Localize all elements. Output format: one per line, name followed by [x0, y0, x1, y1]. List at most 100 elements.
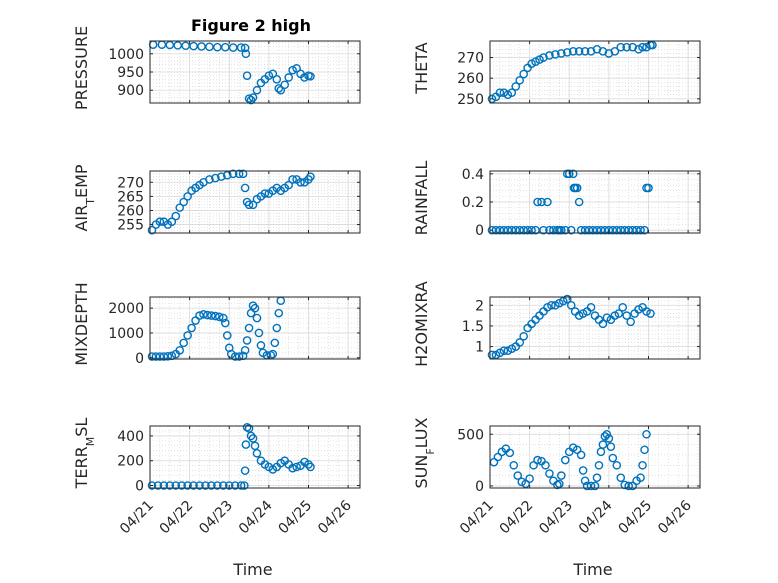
y-tick-label: 0.4: [462, 167, 484, 183]
data-point: [527, 225, 536, 235]
data-point: [306, 172, 315, 181]
data-point: [306, 462, 315, 472]
data-point: [622, 311, 631, 320]
data-point: [596, 225, 606, 235]
data-point: [618, 303, 628, 312]
data-point: [533, 455, 542, 465]
data-point: [284, 73, 293, 82]
data-point: [300, 73, 309, 82]
axes-frame: [489, 40, 701, 104]
y-tick-label: 255: [117, 218, 144, 234]
data-point: [551, 50, 560, 59]
data-point: [509, 460, 519, 470]
data-point: [203, 310, 212, 320]
data-point: [234, 169, 244, 179]
data-point: [205, 175, 214, 184]
data-point: [616, 473, 626, 482]
data-point: [545, 225, 554, 235]
data-point: [240, 466, 250, 475]
data-point: [177, 481, 186, 490]
data-point: [584, 225, 594, 235]
data-point: [612, 225, 622, 235]
y-tick-label: 0.2: [462, 195, 484, 211]
data-point: [252, 313, 262, 323]
data-point: [608, 453, 618, 463]
data-point: [173, 41, 183, 50]
data-point: [272, 323, 282, 333]
data-point: [564, 169, 574, 179]
y-axis-label: RAINFALL: [412, 161, 431, 236]
data-point: [572, 183, 582, 193]
data-point: [228, 43, 238, 52]
data-point: [159, 481, 169, 490]
data-point: [270, 338, 280, 348]
y-axis-label: TERRMSL: [72, 418, 97, 490]
data-point: [511, 82, 521, 91]
y-axis-label: PRESSURE: [72, 26, 91, 110]
data-point: [207, 481, 216, 490]
y-tick-label: 900: [117, 83, 144, 99]
data-point: [183, 192, 192, 201]
data-point: [268, 69, 278, 79]
data-point: [183, 481, 192, 490]
data-point: [537, 197, 546, 207]
data-point: [576, 450, 586, 460]
data-point: [242, 71, 252, 80]
data-point: [586, 303, 596, 312]
data-point: [525, 474, 534, 484]
data-point: [636, 473, 645, 482]
data-point: [578, 466, 588, 475]
data-point: [557, 49, 566, 58]
data-point: [250, 303, 260, 313]
data-point: [598, 440, 608, 449]
data-point: [582, 481, 592, 491]
data-point: [242, 336, 252, 345]
data-point: [220, 318, 230, 328]
subplot-5: 0 1000 2000 MIXDEPTH: [72, 282, 361, 367]
data-point: [219, 313, 228, 323]
data-point: [594, 460, 604, 470]
data-point: [234, 352, 244, 361]
data-point: [165, 481, 175, 490]
data-point: [288, 65, 297, 75]
data-point: [628, 225, 637, 235]
data-point: [195, 311, 204, 320]
data-point: [557, 471, 566, 480]
y-tick-label: 950: [117, 65, 144, 81]
data-point: [205, 42, 214, 52]
data-point: [495, 225, 505, 235]
data-point: [219, 481, 228, 490]
data-point: [153, 481, 163, 490]
y-tick-label: 260: [457, 71, 484, 87]
data-point: [588, 225, 598, 235]
data-point: [505, 448, 515, 458]
data-point: [624, 481, 633, 491]
data-point: [507, 88, 517, 97]
data-point: [503, 225, 513, 235]
data-point: [183, 331, 192, 340]
y-tick-label: 0: [475, 223, 484, 239]
data-point: [175, 203, 185, 212]
data-point: [248, 93, 258, 102]
data-point: [549, 225, 558, 235]
y-tick-label: 1: [475, 340, 484, 356]
y-axis-label: THETA: [412, 42, 431, 94]
data-point: [580, 225, 590, 235]
data-point: [171, 211, 181, 221]
data-point: [195, 481, 204, 490]
data-point: [288, 463, 297, 473]
data-point: [495, 88, 505, 97]
data-point: [648, 40, 657, 50]
data-point: [598, 319, 608, 329]
data-point: [513, 471, 523, 480]
data-point: [555, 479, 564, 489]
data-point: [568, 47, 578, 56]
data-point: [292, 64, 301, 73]
data-point: [296, 177, 305, 187]
data-point: [244, 200, 254, 210]
data-point: [519, 331, 528, 341]
data-point: [515, 225, 525, 235]
data-point: [213, 481, 222, 490]
data-point: [562, 294, 572, 304]
